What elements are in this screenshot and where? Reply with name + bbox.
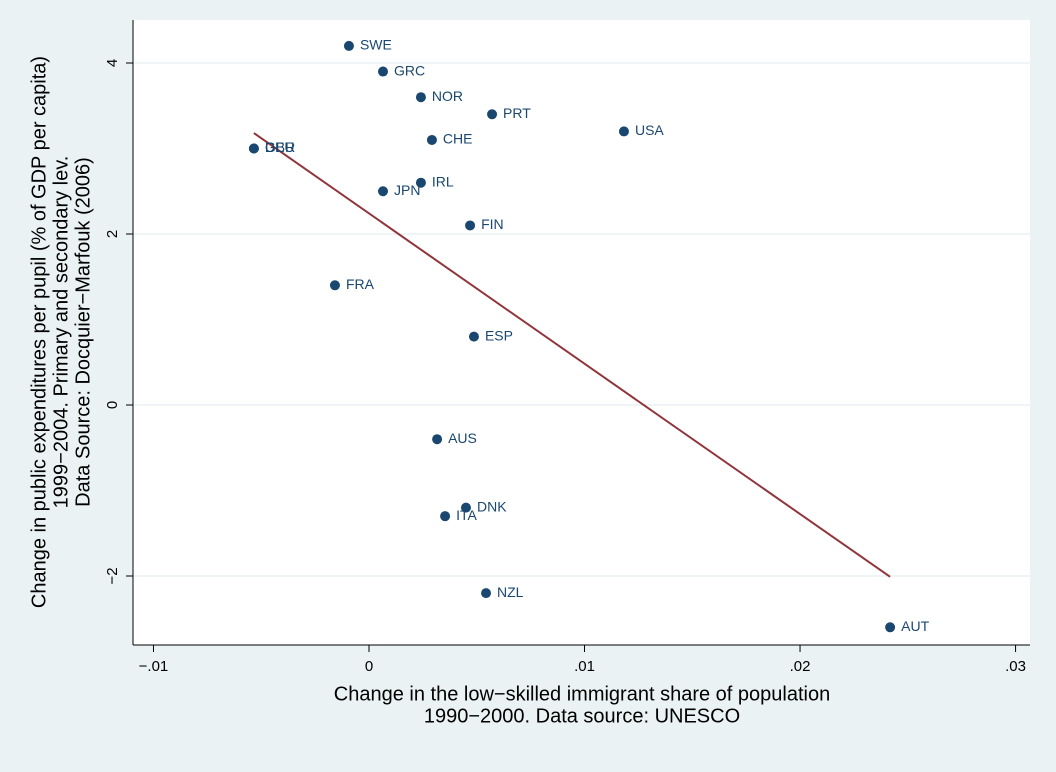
point — [885, 622, 896, 633]
point-label: SWE — [360, 37, 392, 53]
x-tick-label: .02 — [790, 658, 811, 675]
point-label: USA — [635, 122, 664, 138]
point-label: DEU — [265, 139, 295, 155]
point — [468, 331, 479, 342]
x-tick-label: −.01 — [139, 658, 169, 675]
point-label: ITA — [456, 507, 477, 523]
y-tick-label: −2 — [104, 567, 121, 584]
point — [415, 177, 426, 188]
x-axis-title: 1990−2000. Data source: UNESCO — [424, 705, 740, 727]
point-label: DNK — [477, 498, 507, 514]
y-axis-title: Change in public expenditures per pupil … — [28, 56, 50, 608]
plot-area — [133, 20, 1030, 645]
point-label: FIN — [481, 216, 504, 232]
point — [465, 220, 476, 231]
point — [487, 109, 498, 120]
y-tick-label: 2 — [104, 230, 121, 238]
point-label: PRT — [503, 105, 531, 121]
point-label: IRL — [432, 173, 454, 189]
point-label: GRC — [394, 62, 425, 78]
y-tick-label: 4 — [104, 59, 121, 67]
point-label: NOR — [432, 88, 463, 104]
point-label: AUT — [901, 618, 929, 634]
point-label: AUS — [448, 430, 477, 446]
point — [248, 143, 259, 154]
point-label: ESP — [485, 327, 513, 343]
x-tick-label: .03 — [1005, 658, 1026, 675]
point — [378, 66, 389, 77]
x-axis-title: Change in the low−skilled immigrant shar… — [334, 683, 830, 705]
point-label: NZL — [497, 584, 524, 600]
point — [481, 588, 492, 599]
point-label: GBR — [265, 139, 295, 155]
y-axis-title: Data Source: Docquier−Marfouk (2006) — [72, 157, 94, 507]
point — [329, 280, 340, 291]
y-tick-label: 0 — [104, 401, 121, 409]
point — [343, 40, 354, 51]
point-label: CHE — [443, 131, 473, 147]
fit-line — [253, 132, 891, 578]
point — [432, 434, 443, 445]
point-label: JPN — [394, 182, 420, 198]
x-tick-label: 0 — [365, 658, 373, 675]
point-label: FRA — [346, 276, 375, 292]
y-axis-title: 1999−2004. Primary and secondary lev. — [50, 156, 72, 509]
x-tick-label: .01 — [574, 658, 595, 675]
point — [460, 502, 471, 513]
point — [378, 186, 389, 197]
point — [618, 126, 629, 137]
point — [426, 134, 437, 145]
point — [415, 92, 426, 103]
point — [440, 511, 451, 522]
